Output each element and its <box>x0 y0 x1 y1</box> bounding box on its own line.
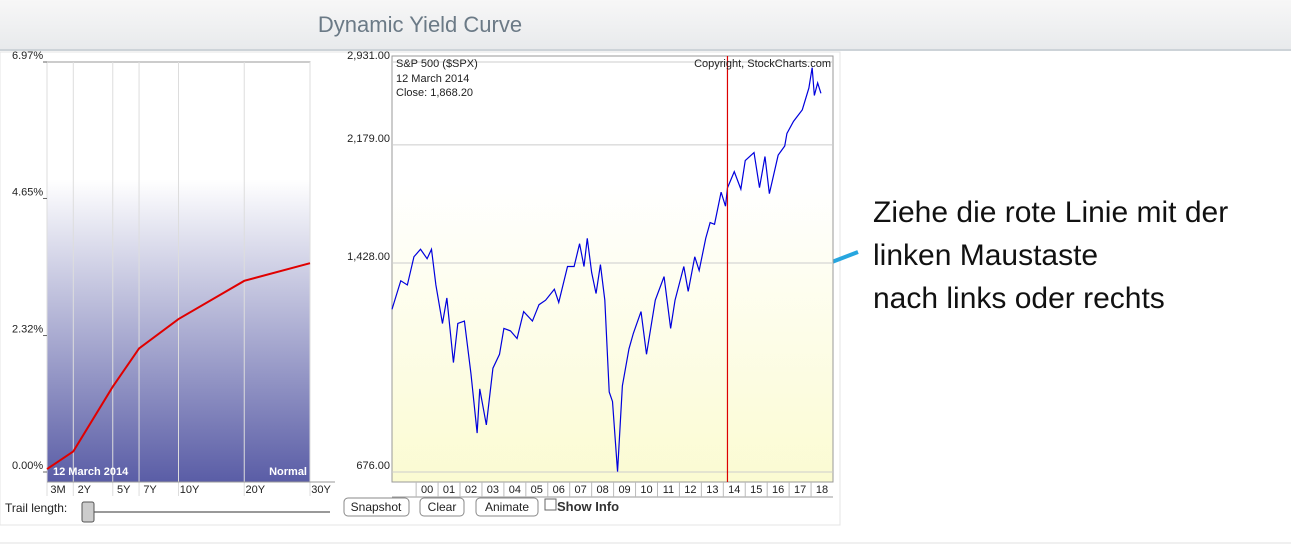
x-tick-label: 5Y <box>117 484 131 496</box>
x-tick-label: 02 <box>465 484 477 496</box>
chart-title: S&P 500 ($SPX) <box>396 58 478 70</box>
x-tick-label: 06 <box>553 484 565 496</box>
x-tick-label: 12 <box>684 484 696 496</box>
snapshot-button[interactable] <box>343 497 410 517</box>
x-tick-label: 18 <box>816 484 828 496</box>
date-label: 12 March 2014 <box>53 466 129 478</box>
x-tick-label: 3M <box>50 484 65 496</box>
x-tick-label: 14 <box>728 484 740 496</box>
animate-button[interactable] <box>475 497 539 517</box>
y-tick-label: 0.00% <box>12 460 43 472</box>
slider-thumb[interactable] <box>81 501 95 523</box>
show-info-checkbox[interactable] <box>544 498 557 511</box>
y-tick-label: 2,179.00 <box>347 133 390 145</box>
x-tick-label: 08 <box>597 484 609 496</box>
x-tick-label: 00 <box>421 484 433 496</box>
x-tick-label: 7Y <box>143 484 157 496</box>
clear-button[interactable] <box>419 497 465 517</box>
x-tick-label: 30Y <box>311 484 331 496</box>
trail-label: Trail length: <box>5 501 67 515</box>
y-tick-label: 2,931.00 <box>347 50 390 62</box>
y-tick-label: 676.00 <box>356 460 390 472</box>
x-tick-label: 01 <box>443 484 455 496</box>
plot-area <box>391 55 834 483</box>
x-tick-label: 16 <box>772 484 784 496</box>
y-tick-label: 6.97% <box>12 50 43 62</box>
button-label: Animate <box>485 500 529 514</box>
x-tick-label: 13 <box>706 484 718 496</box>
x-tick-label: 10 <box>640 484 652 496</box>
curve-label: Normal <box>269 466 307 478</box>
x-tick-label: 03 <box>487 484 499 496</box>
callout-line: linken Maustaste <box>873 239 1098 272</box>
y-tick-label: 4.65% <box>12 186 43 198</box>
callout-line: Ziehe die rote Linie mit der <box>873 196 1228 229</box>
x-tick-label: 04 <box>509 484 521 496</box>
date-label: 12 March 2014 <box>396 73 469 85</box>
callout-line: nach links oder rechts <box>873 282 1165 315</box>
x-tick-label: 11 <box>663 484 674 496</box>
yield-line <box>46 262 311 470</box>
x-tick-label: 20Y <box>245 484 265 496</box>
y-tick-label: 2.32% <box>12 324 43 336</box>
x-tick-label: 15 <box>750 484 762 496</box>
x-tick-label: 05 <box>531 484 543 496</box>
price-line <box>391 67 822 472</box>
y-tick-label: 1,428.00 <box>347 251 390 263</box>
x-tick-label: 10Y <box>180 484 200 496</box>
x-tick-label: 2Y <box>78 484 92 496</box>
x-tick-label: 07 <box>575 484 587 496</box>
copyright: Copyright, StockCharts.com <box>694 58 831 70</box>
x-tick-label: 09 <box>618 484 630 496</box>
button-label: Clear <box>428 500 457 514</box>
header-title: Dynamic Yield Curve <box>318 12 522 37</box>
x-tick-label: 17 <box>794 484 806 496</box>
header-bar <box>0 0 1291 50</box>
close-label: Close: 1,868.20 <box>396 87 473 99</box>
button-label: Snapshot <box>351 500 402 514</box>
checkbox-label: Show Info <box>557 499 619 514</box>
